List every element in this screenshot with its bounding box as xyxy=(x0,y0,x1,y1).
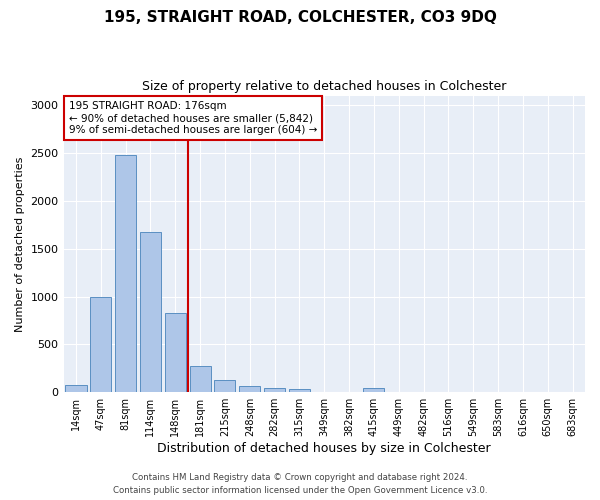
Text: Contains HM Land Registry data © Crown copyright and database right 2024.
Contai: Contains HM Land Registry data © Crown c… xyxy=(113,474,487,495)
Bar xyxy=(140,232,161,392)
Bar xyxy=(190,366,211,392)
Bar xyxy=(214,380,235,392)
X-axis label: Distribution of detached houses by size in Colchester: Distribution of detached houses by size … xyxy=(157,442,491,455)
Y-axis label: Number of detached properties: Number of detached properties xyxy=(15,156,25,332)
Bar xyxy=(289,390,310,392)
Bar xyxy=(90,296,112,392)
Text: 195 STRAIGHT ROAD: 176sqm
← 90% of detached houses are smaller (5,842)
9% of sem: 195 STRAIGHT ROAD: 176sqm ← 90% of detac… xyxy=(69,102,317,134)
Text: 195, STRAIGHT ROAD, COLCHESTER, CO3 9DQ: 195, STRAIGHT ROAD, COLCHESTER, CO3 9DQ xyxy=(104,10,496,25)
Bar xyxy=(364,388,385,392)
Bar xyxy=(65,384,86,392)
Bar xyxy=(239,386,260,392)
Bar xyxy=(165,313,186,392)
Bar xyxy=(115,155,136,392)
Title: Size of property relative to detached houses in Colchester: Size of property relative to detached ho… xyxy=(142,80,506,93)
Bar xyxy=(264,388,285,392)
